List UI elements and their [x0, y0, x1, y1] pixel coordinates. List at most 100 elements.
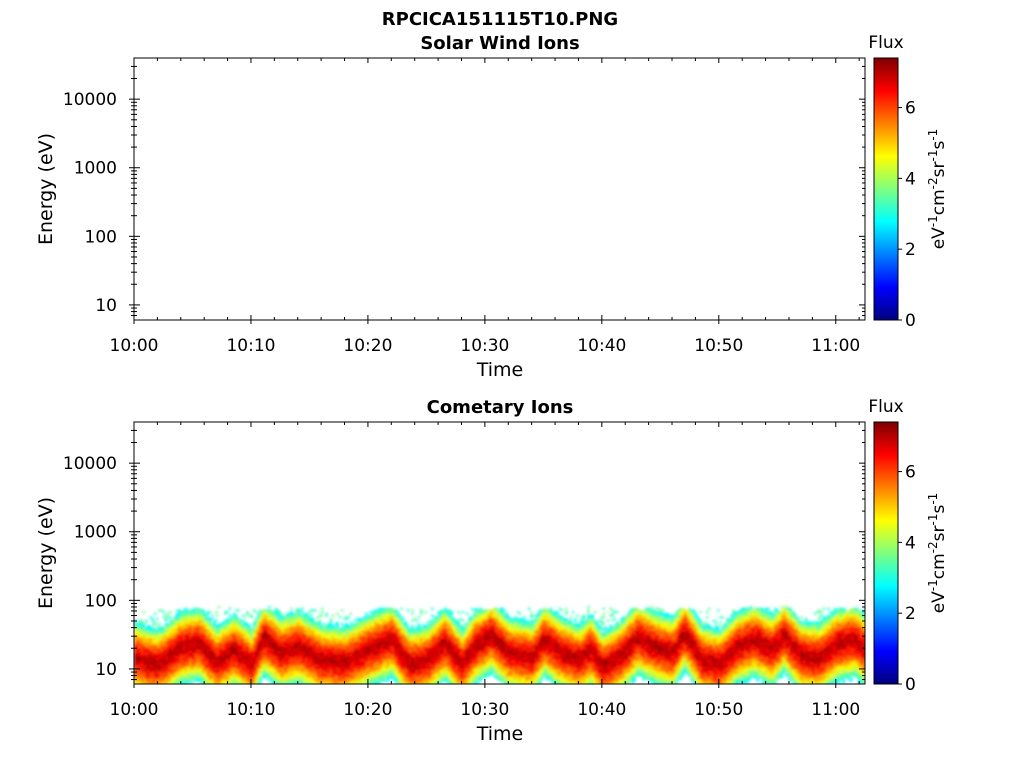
spectrogram-cell: [290, 639, 293, 641]
spectrogram-cell: [237, 609, 240, 611]
spectrogram-cell: [308, 685, 311, 687]
spectrogram-cell: [303, 615, 306, 617]
spectrogram-cell: [191, 615, 194, 617]
spectrogram-cell: [235, 651, 238, 653]
spectrogram-cell: [180, 685, 183, 687]
spectrogram-cell: [345, 639, 348, 641]
spectrogram-cell: [187, 639, 190, 641]
spectrogram-cell: [306, 615, 309, 617]
spectrogram-cell: [301, 687, 304, 689]
spectrogram-cell: [299, 685, 302, 687]
spectrogram-cell: [334, 687, 337, 689]
spectrogram-cell: [262, 673, 265, 675]
spectrogram-cell: [251, 673, 254, 675]
spectrogram-cell: [209, 639, 212, 641]
spectrogram-cell: [169, 627, 172, 629]
spectrogram-cell: [284, 627, 287, 629]
spectrogram-cell: [328, 627, 331, 629]
spectrogram-cell: [334, 623, 337, 625]
spectrogram-cell: [286, 673, 289, 675]
spectrogram-cell: [204, 615, 207, 617]
spectrogram-cell: [200, 661, 203, 663]
spectrogram-cell: [312, 651, 315, 653]
spectrogram-cell: [312, 639, 315, 641]
spectrogram-cell: [336, 661, 339, 663]
spectrogram-cell: [299, 627, 302, 629]
spectrogram-cell: [336, 687, 339, 689]
spectrogram-cell: [233, 639, 236, 641]
spectrogram-cell: [229, 661, 232, 663]
spectrogram-cell: [169, 611, 172, 613]
spectrogram-cell: [350, 625, 353, 627]
spectrogram-cell: [237, 687, 240, 689]
spectrogram-cell: [325, 687, 328, 689]
spectrogram-cell: [237, 639, 240, 641]
spectrogram-cell: [141, 673, 144, 675]
spectrogram-cell: [226, 687, 229, 689]
spectrogram-cell: [255, 618, 258, 620]
spectrogram-cell: [367, 673, 370, 675]
spectrogram-cell: [196, 661, 199, 663]
spectrogram-cell: [259, 615, 262, 617]
spectrogram-cell: [185, 673, 188, 675]
spectrogram-cell: [147, 687, 150, 689]
spectrogram-cell: [284, 673, 287, 675]
spectrogram-cell: [189, 627, 192, 629]
spectrogram-cell: [152, 618, 155, 620]
spectrogram-cell: [361, 661, 364, 663]
spectrogram-cell: [330, 673, 333, 675]
spectrogram-cell: [204, 651, 207, 653]
spectrogram-cell: [211, 618, 214, 620]
spectrogram-cell: [317, 639, 320, 641]
spectrogram-cell: [213, 685, 216, 687]
spectrogram-cell: [363, 651, 366, 653]
spectrogram-cell: [383, 673, 386, 675]
spectrogram-cell: [321, 615, 324, 617]
spectrogram-cell: [158, 673, 161, 675]
spectrogram-cell: [204, 613, 207, 615]
spectrogram-cell: [288, 639, 291, 641]
spectrogram-cell: [143, 673, 146, 675]
spectrogram-cell: [154, 621, 157, 623]
spectrogram-cell: [325, 661, 328, 663]
spectrogram-cell: [169, 639, 172, 641]
spectrogram-cell: [295, 615, 298, 617]
spectrogram-cell: [255, 685, 258, 687]
spectrogram-cell: [147, 661, 150, 663]
spectrogram-cell: [215, 661, 218, 663]
spectrogram-cell: [354, 623, 357, 625]
spectrogram-cell: [268, 609, 271, 611]
spectrogram-cell: [138, 673, 141, 675]
spectrogram-cell: [352, 639, 355, 641]
spectrogram-cell: [387, 608, 390, 610]
spectrogram-cell: [325, 627, 328, 629]
spectrogram-cell: [215, 611, 218, 613]
spectrogram-cell: [218, 623, 221, 625]
spectrogram-cell: [284, 687, 287, 689]
spectrogram-cell: [244, 616, 247, 618]
spectrogram-cell: [242, 685, 245, 687]
spectrogram-cell: [268, 615, 271, 617]
spectrogram-cell: [350, 621, 353, 623]
spectrogram-cell: [178, 627, 181, 629]
spectrogram-cell: [169, 685, 172, 687]
spectrogram-cell: [211, 687, 214, 689]
spectrogram-cell: [233, 685, 236, 687]
spectrogram-cell: [240, 627, 243, 629]
spectrogram-cell: [145, 661, 148, 663]
spectrogram-cell: [288, 651, 291, 653]
x-tick-label: 10:40: [577, 336, 626, 356]
spectrogram-cell: [211, 639, 214, 641]
spectrogram-cell: [178, 673, 181, 675]
spectrogram-cell: [255, 611, 258, 613]
spectrogram-cell: [218, 687, 221, 689]
spectrogram-cell: [380, 639, 383, 641]
spectrogram-cell: [306, 639, 309, 641]
spectrogram-cell: [165, 685, 168, 687]
spectrogram-cell: [255, 673, 258, 675]
spectrogram-cell: [174, 685, 177, 687]
spectrogram-cell: [231, 616, 234, 618]
spectrogram-cell: [196, 639, 199, 641]
spectrogram-cell: [376, 651, 379, 653]
spectrogram-cell: [253, 609, 256, 611]
